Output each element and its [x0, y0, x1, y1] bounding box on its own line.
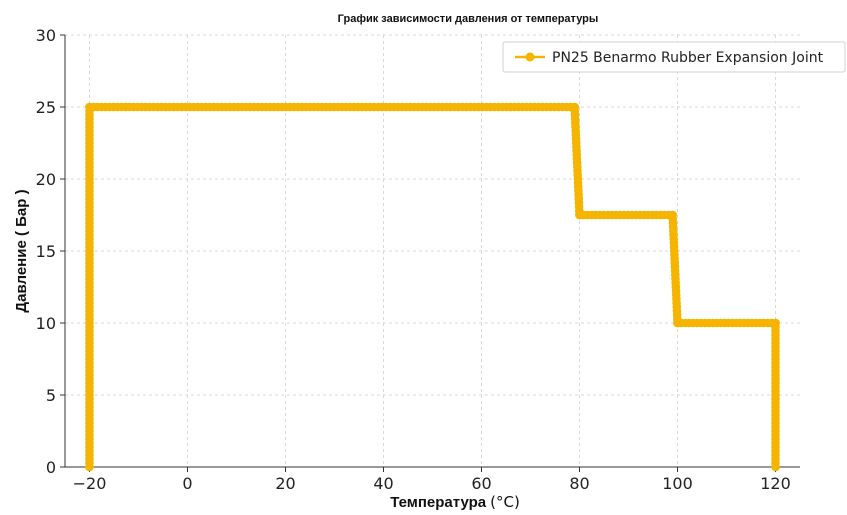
y-tick-label: 25 [36, 98, 56, 117]
grid [65, 34, 800, 468]
x-tick-label: 40 [373, 474, 393, 493]
y-tick-label: 30 [36, 26, 56, 45]
x-tick-label: 100 [662, 474, 693, 493]
chart-title: График зависимости давления от температу… [338, 13, 599, 25]
y-tick-label: 10 [36, 314, 56, 333]
x-axis-title: Температура [390, 494, 487, 511]
x-axis-title-group: Температура (°C) [390, 493, 520, 511]
legend-entry-label: PN25 Benarmo Rubber Expansion Joint [552, 50, 824, 66]
y-axis-title: Давление ( Бар ) [13, 189, 30, 312]
legend: PN25 Benarmo Rubber Expansion Joint [502, 41, 846, 73]
y-tick-label: 15 [36, 242, 56, 261]
x-tick-label: 80 [569, 474, 589, 493]
legend-box [502, 41, 846, 73]
data-point [771, 462, 780, 472]
x-tick-label: 60 [471, 474, 491, 493]
x-tick-label: 20 [275, 474, 295, 493]
x-axis-unit: (°C) [490, 493, 520, 511]
legend-marker-sample [525, 52, 535, 62]
axis-ticks: −20 0 20 40 60 80 100 120 0 5 10 15 20 25 30 [36, 26, 791, 493]
y-tick-label: 20 [36, 170, 56, 189]
series-pn25 [85, 102, 780, 472]
y-tick-label: 5 [46, 386, 56, 405]
x-tick-label: −20 [73, 474, 107, 493]
y-tick-label: 0 [46, 458, 56, 477]
x-tick-label: 120 [760, 474, 791, 493]
x-tick-label: 0 [182, 474, 192, 493]
